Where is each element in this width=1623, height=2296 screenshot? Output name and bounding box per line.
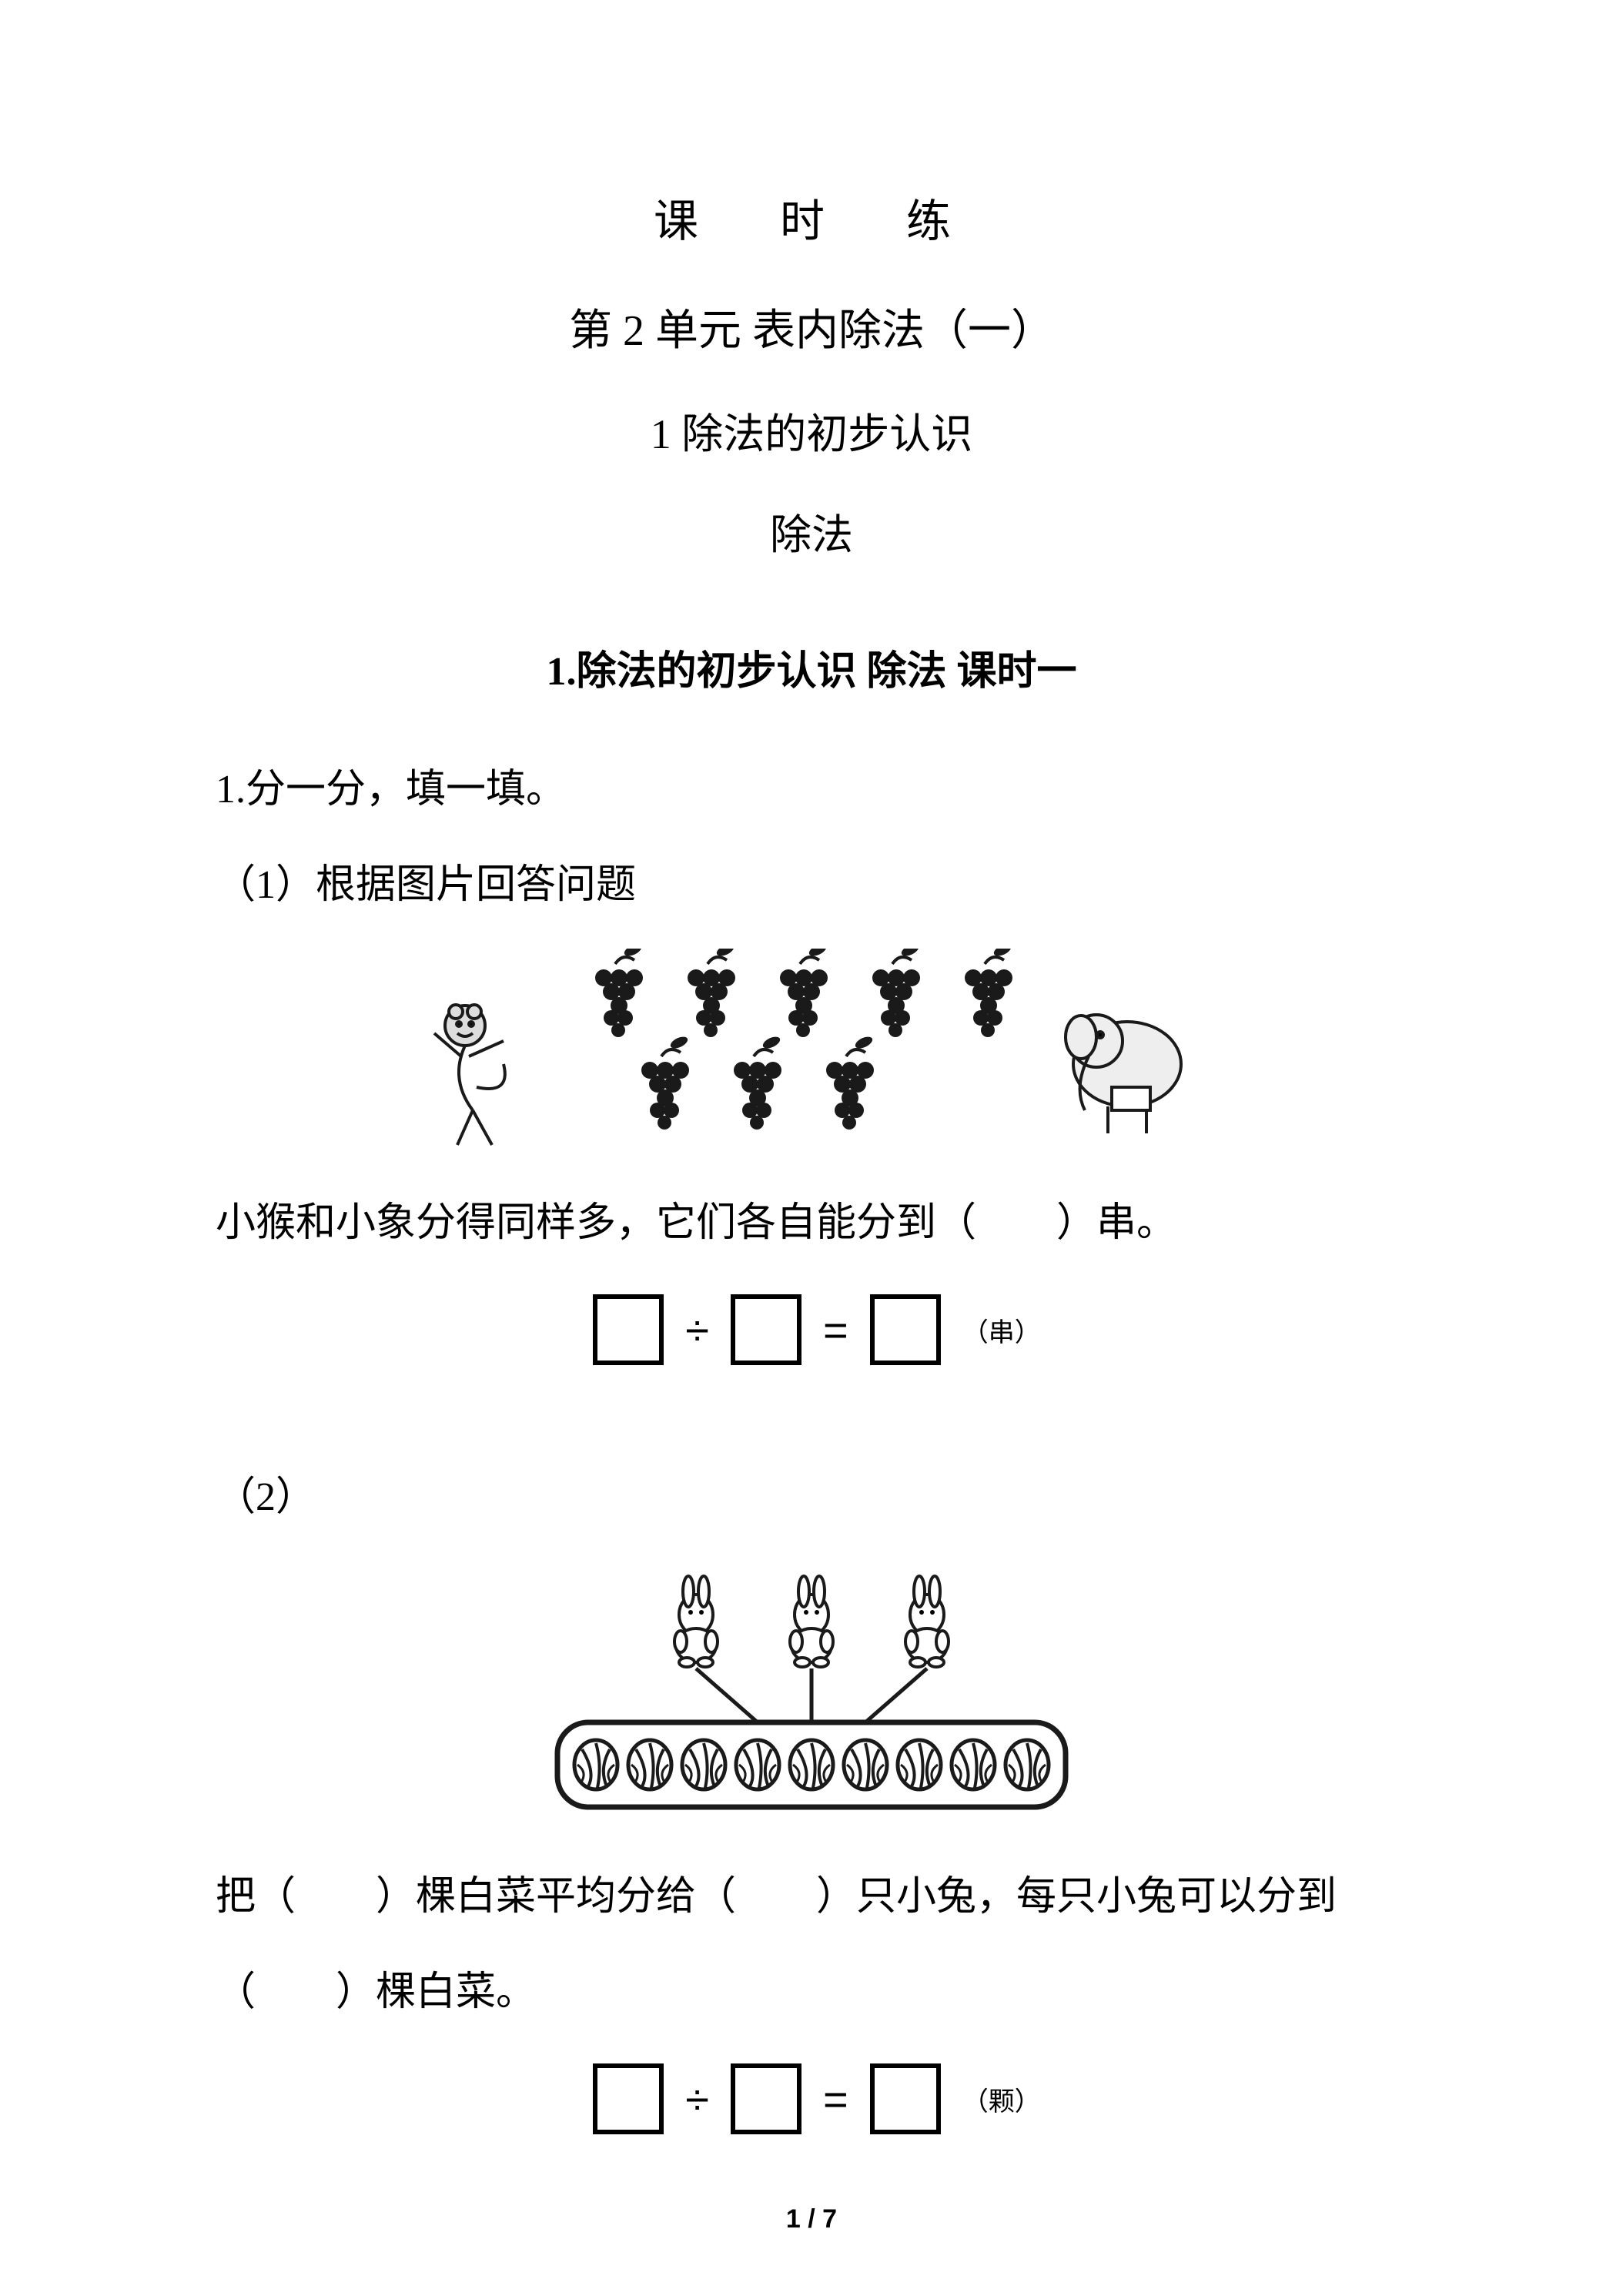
- rabbits-group: [674, 1576, 949, 1667]
- equals-sign: =: [823, 1305, 848, 1355]
- figure-1-svg: [388, 949, 1235, 1149]
- eq1-unit: （串）: [962, 1311, 1041, 1349]
- doc-title: 课 时 练: [216, 185, 1407, 249]
- q1-part2-label: （2）: [216, 1458, 1407, 1538]
- figure-1: [216, 949, 1407, 1153]
- equals-sign: =: [823, 2074, 848, 2124]
- eq2-box-dividend[interactable]: [593, 2063, 664, 2134]
- eq1-box-quotient[interactable]: [870, 1294, 941, 1365]
- elephant-icon: [1066, 1015, 1181, 1133]
- equation-2: ÷ = （颗）: [216, 2063, 1407, 2134]
- unit-title: 第 2 单元 表内除法（一）: [216, 296, 1407, 358]
- equation-1: ÷ = （串）: [216, 1294, 1407, 1365]
- q1-part2-text-b: （ ）棵白菜。: [216, 1953, 1407, 2033]
- eq1-box-dividend[interactable]: [593, 1294, 664, 1365]
- grape-row-2: [641, 1034, 874, 1130]
- q1-prompt: 1.分一分，填一填。: [216, 750, 1407, 830]
- eq2-box-quotient[interactable]: [870, 2063, 941, 2134]
- q1-part2-text-a: 把（ ）棵白菜平均分给（ ）只小兔，每只小兔可以分到: [216, 1857, 1407, 1937]
- page-number: 1 / 7: [0, 2204, 1623, 2234]
- connector-lines: [696, 1668, 927, 1722]
- figure-2: [216, 1561, 1407, 1826]
- eq2-unit: （颗）: [962, 2080, 1041, 2118]
- q1-part1-text: 小猴和小象分得同样多，它们各自能分到（ ）串。: [216, 1183, 1407, 1263]
- monkey-icon: [434, 1005, 505, 1145]
- divide-sign: ÷: [685, 2074, 709, 2124]
- eq1-box-divisor[interactable]: [731, 1294, 801, 1365]
- grape-row-1: [595, 949, 1012, 1037]
- figure-2-svg: [465, 1561, 1158, 1822]
- topic-title: 除法: [216, 500, 1407, 561]
- lesson-heading: 1.除法的初步认识 除法 课时一: [216, 638, 1407, 696]
- eq2-box-divisor[interactable]: [731, 2063, 801, 2134]
- worksheet-page: 课 时 练 第 2 单元 表内除法（一） 1 除法的初步认识 除法 1.除法的初…: [0, 0, 1623, 2296]
- q1-part1-label: （1）根据图片回答问题: [216, 845, 1407, 925]
- section-title: 1 除法的初步认识: [216, 400, 1407, 460]
- cabbages-group: [574, 1740, 1049, 1789]
- divide-sign: ÷: [685, 1305, 709, 1355]
